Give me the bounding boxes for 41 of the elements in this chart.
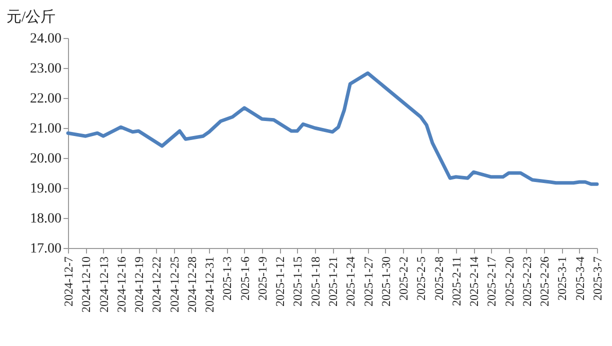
x-tick-label: 2024-12-31 [202,256,217,312]
x-tick-label: 2024-12-13 [96,256,111,312]
y-tick-label: 19.00 [30,182,62,196]
x-tick-label: 2025-2-8 [432,256,446,300]
x-tick-label: 2025-1-24 [344,256,358,306]
x-tick-label: 2025-1-18 [308,256,322,306]
x-tick-label: 2025-3-1 [555,256,570,300]
y-tick-label: 23.00 [30,62,62,76]
x-tick-label: 2025-2-20 [502,256,516,306]
x-tick-label: 2025-2-14 [467,256,482,306]
x-tick-label: 2025-2-23 [520,256,534,306]
x-tick-label: 2024-12-22 [150,256,164,312]
x-tick-label: 2025-1-27 [361,256,376,306]
x-tick-label: 2025-1-9 [255,256,270,300]
x-tick-label: 2024-12-16 [114,256,128,312]
x-tick-label: 2025-1-6 [238,256,252,300]
x-tick-label: 2024-12-28 [184,256,199,312]
x-tick-label: 2025-2-11 [449,256,464,306]
x-tick-label: 2024-12-10 [79,256,94,312]
y-tick-label: 18.00 [30,212,62,226]
y-axis-title: 元/公斤 [6,8,56,26]
x-tick-label: 2025-3-4 [572,256,587,300]
x-tick-label: 2025-2-17 [484,256,499,306]
line-series [66,71,599,186]
x-tick-label: 2025-1-30 [378,256,393,306]
x-tick-label: 2024-12-19 [132,256,146,312]
y-tick-label: 24.00 [30,32,62,46]
y-tick-label: 21.00 [30,122,62,136]
x-tick-label: 2024-12-7 [62,256,76,306]
x-tick-label: 2025-3-7 [590,256,604,300]
x-tick-label: 2025-2-5 [414,256,428,300]
x-tick-label: 2025-1-15 [290,256,305,306]
x-tick-label: 2025-2-26 [538,256,552,306]
x-tick-label: 2025-1-21 [326,256,340,306]
x-tick-label: 2024-12-25 [167,256,182,312]
x-tick-label: 2025-1-12 [273,256,288,306]
y-tick-label: 20.00 [30,152,62,166]
y-tick-label: 22.00 [30,92,62,106]
x-tick-label: 2025-2-2 [396,256,411,300]
x-tick-label: 2025-1-3 [220,256,234,300]
y-tick-label: 17.00 [30,242,62,256]
